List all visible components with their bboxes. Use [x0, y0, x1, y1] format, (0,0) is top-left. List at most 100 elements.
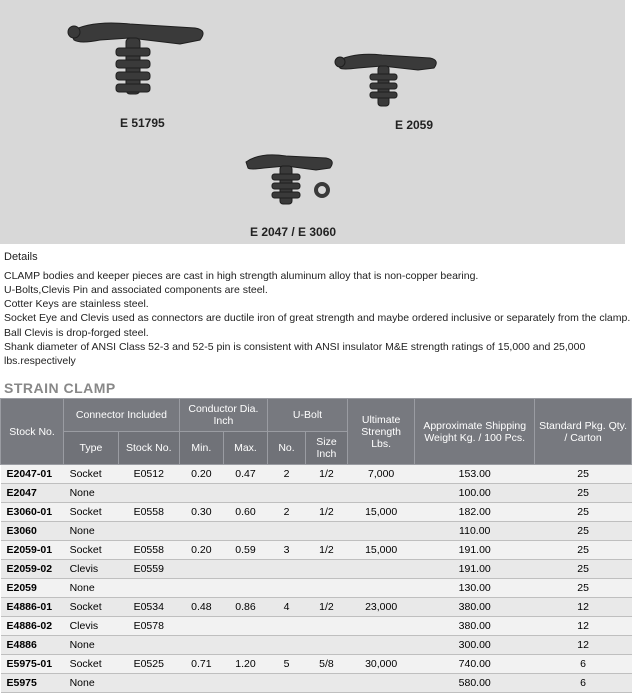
cell-ship: 130.00 [415, 579, 535, 598]
table-row: E4886None300.0012 [1, 636, 632, 655]
cell-pkg: 12 [535, 617, 632, 636]
product-label-b: E 2059 [395, 118, 433, 132]
cell-usize: 1/2 [305, 541, 347, 560]
cell-strength: 30,000 [347, 655, 414, 674]
cell-cstock [118, 579, 179, 598]
cell-strength: 15,000 [347, 503, 414, 522]
cell-uno: 2 [268, 503, 306, 522]
cell-min: 0.71 [179, 655, 223, 674]
table-row: E3060-01SocketE05580.300.6021/215,000182… [1, 503, 632, 522]
cell-ctype: Socket [64, 503, 119, 522]
cell-cstock [118, 674, 179, 693]
cell-ctype: None [64, 522, 119, 541]
cell-max [223, 636, 267, 655]
col-pkg: Standard Pkg. Qty. / Carton [535, 399, 632, 465]
cell-min [179, 484, 223, 503]
details-line: CLAMP bodies and keeper pieces are cast … [4, 269, 636, 283]
cell-stock: E5975 [1, 674, 64, 693]
col-max: Max. [223, 432, 267, 465]
table-row: E5975None580.006 [1, 674, 632, 693]
cell-cstock: E0558 [118, 503, 179, 522]
cell-pkg: 25 [535, 484, 632, 503]
product-label-a: E 51795 [120, 116, 165, 130]
cell-stock: E4886-02 [1, 617, 64, 636]
cell-cstock: E0512 [118, 465, 179, 484]
cell-stock: E2047-01 [1, 465, 64, 484]
details-section: Details CLAMP bodies and keeper pieces a… [0, 250, 640, 376]
cell-cstock: E0578 [118, 617, 179, 636]
cell-stock: E2059-02 [1, 560, 64, 579]
cell-min: 0.20 [179, 465, 223, 484]
cell-uno: 5 [268, 655, 306, 674]
table-row: E4886-01SocketE05340.480.8641/223,000380… [1, 598, 632, 617]
cell-stock: E3060-01 [1, 503, 64, 522]
cell-uno [268, 560, 306, 579]
cell-pkg: 12 [535, 636, 632, 655]
cell-usize: 1/2 [305, 598, 347, 617]
cell-strength: 7,000 [347, 465, 414, 484]
cell-min: 0.20 [179, 541, 223, 560]
cell-usize [305, 522, 347, 541]
details-line: Shank diameter of ANSI Class 52-3 and 52… [4, 340, 636, 368]
cell-ship: 380.00 [415, 617, 535, 636]
cell-stock: E4886-01 [1, 598, 64, 617]
cell-uno [268, 484, 306, 503]
cell-strength: 15,000 [347, 541, 414, 560]
cell-min [179, 617, 223, 636]
cell-ctype: Clevis [64, 617, 119, 636]
cell-ship: 100.00 [415, 484, 535, 503]
cell-usize: 1/2 [305, 503, 347, 522]
cell-cstock: E0525 [118, 655, 179, 674]
colgroup-connector: Connector Included [64, 399, 180, 432]
cell-max [223, 484, 267, 503]
cell-ctype: None [64, 579, 119, 598]
cell-cstock: E0534 [118, 598, 179, 617]
cell-ctype: None [64, 674, 119, 693]
product-label-c: E 2047 / E 3060 [250, 225, 336, 239]
table-body: E2047-01SocketE05120.200.4721/27,000153.… [1, 465, 632, 693]
cell-stock: E4886 [1, 636, 64, 655]
col-cstock: Stock No. [118, 432, 179, 465]
cell-pkg: 25 [535, 465, 632, 484]
cell-uno: 2 [268, 465, 306, 484]
cell-cstock [118, 484, 179, 503]
table-row: E2059-02ClevisE0559191.0025 [1, 560, 632, 579]
cell-ctype: Socket [64, 655, 119, 674]
cell-ship: 380.00 [415, 598, 535, 617]
cell-ship: 182.00 [415, 503, 535, 522]
cell-stock: E2047 [1, 484, 64, 503]
cell-cstock: E0559 [118, 560, 179, 579]
product-image-area: E 51795 E 2059 E 2047 / E 3060 [0, 0, 625, 244]
table-row: E2059None130.0025 [1, 579, 632, 598]
cell-max: 1.20 [223, 655, 267, 674]
cell-max: 0.86 [223, 598, 267, 617]
cell-max [223, 522, 267, 541]
cell-usize: 1/2 [305, 465, 347, 484]
cell-min: 0.30 [179, 503, 223, 522]
col-strength: Ultimate Strength Lbs. [347, 399, 414, 465]
cell-stock: E3060 [1, 522, 64, 541]
colgroup-conductor: Conductor Dia. Inch [179, 399, 267, 432]
cell-uno [268, 579, 306, 598]
details-line: Socket Eye and Clevis used as connectors… [4, 311, 636, 325]
col-usize: Size Inch [305, 432, 347, 465]
cell-max [223, 674, 267, 693]
cell-max: 0.47 [223, 465, 267, 484]
cell-usize [305, 484, 347, 503]
details-line: Cotter Keys are stainless steel. [4, 297, 636, 311]
cell-strength [347, 617, 414, 636]
table-row: E2059-01SocketE05580.200.5931/215,000191… [1, 541, 632, 560]
cell-usize [305, 579, 347, 598]
cell-strength [347, 674, 414, 693]
colgroup-ubolt: U-Bolt [268, 399, 348, 432]
cell-pkg: 25 [535, 560, 632, 579]
cell-ship: 153.00 [415, 465, 535, 484]
cell-pkg: 6 [535, 655, 632, 674]
product-illustration-a [60, 18, 210, 114]
cell-uno [268, 674, 306, 693]
table-row: E2047-01SocketE05120.200.4721/27,000153.… [1, 465, 632, 484]
cell-pkg: 25 [535, 579, 632, 598]
cell-ctype: Socket [64, 541, 119, 560]
cell-ship: 110.00 [415, 522, 535, 541]
product-illustration-b [330, 50, 440, 120]
